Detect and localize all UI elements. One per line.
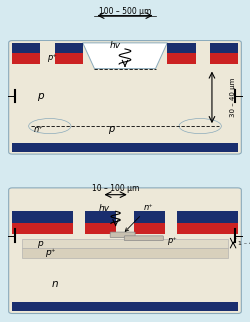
Bar <box>85 223 116 234</box>
FancyBboxPatch shape <box>110 232 135 238</box>
Text: p⁺: p⁺ <box>167 236 177 245</box>
Text: n⁺: n⁺ <box>125 203 154 232</box>
Bar <box>85 211 116 223</box>
FancyBboxPatch shape <box>9 41 241 154</box>
Bar <box>134 223 165 234</box>
Bar <box>12 53 83 64</box>
Bar <box>22 248 229 258</box>
Ellipse shape <box>179 118 221 134</box>
Bar <box>167 53 238 64</box>
Text: p⁺: p⁺ <box>47 53 57 62</box>
Text: 100 – 500 μm: 100 – 500 μm <box>99 6 151 15</box>
Bar <box>12 211 73 223</box>
Bar <box>12 43 83 69</box>
Text: n⁺: n⁺ <box>33 125 43 134</box>
Text: p⁺: p⁺ <box>44 249 55 258</box>
Bar <box>177 223 238 234</box>
Bar <box>167 43 238 69</box>
Bar <box>22 239 229 248</box>
Bar <box>12 43 83 53</box>
Bar <box>134 211 165 223</box>
Polygon shape <box>83 43 167 69</box>
Text: hv: hv <box>110 42 121 50</box>
Bar <box>167 43 238 53</box>
Text: 30 – 40 μm: 30 – 40 μm <box>230 78 236 117</box>
Text: 1 – 4 μm: 1 – 4 μm <box>238 241 250 246</box>
Bar <box>12 143 238 152</box>
FancyBboxPatch shape <box>9 188 241 314</box>
Bar <box>40 41 54 66</box>
Text: 10 – 100 μm: 10 – 100 μm <box>92 184 139 193</box>
Ellipse shape <box>29 118 71 134</box>
Text: p: p <box>37 91 44 101</box>
Text: hv: hv <box>98 204 110 213</box>
Bar <box>12 302 238 311</box>
Bar <box>177 211 238 223</box>
Bar <box>12 223 73 234</box>
FancyBboxPatch shape <box>124 236 163 241</box>
Text: p: p <box>38 239 43 248</box>
Text: n: n <box>51 279 58 289</box>
Bar <box>196 41 209 66</box>
Text: p: p <box>108 124 114 134</box>
